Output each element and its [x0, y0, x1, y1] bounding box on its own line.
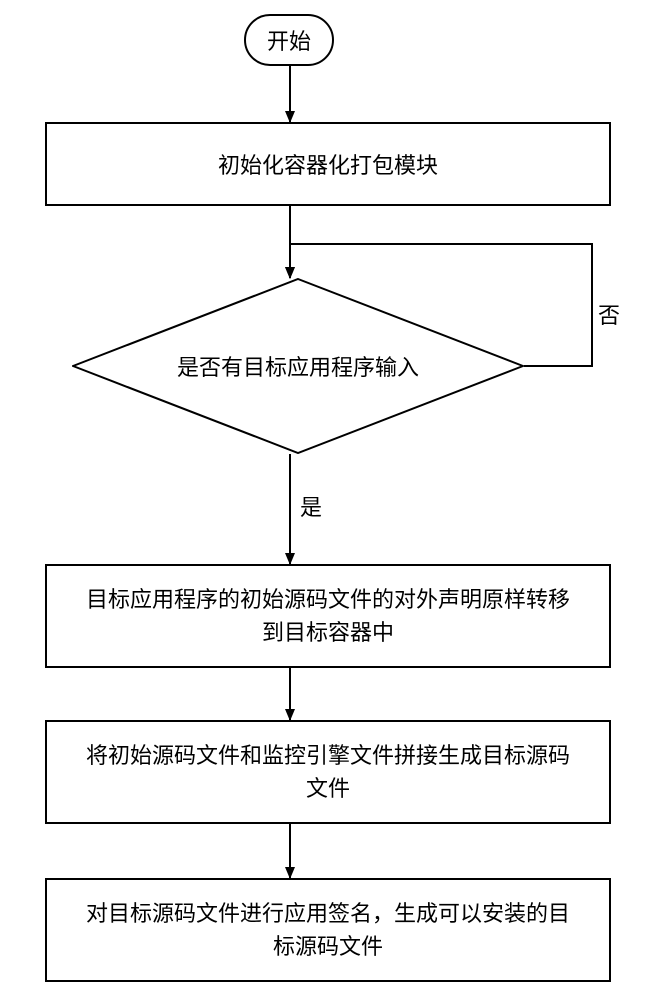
edge-label-no: 否	[598, 298, 620, 330]
node-concat: 将初始源码文件和监控引擎文件拼接生成目标源码 文件	[45, 720, 611, 824]
node-init-label: 初始化容器化打包模块	[218, 148, 438, 180]
node-sign: 对目标源码文件进行应用签名，生成可以安装的目 标源码文件	[45, 878, 611, 982]
node-init: 初始化容器化打包模块	[45, 122, 611, 206]
node-start: 开始	[244, 14, 334, 66]
node-decision-label: 是否有目标应用程序输入	[177, 350, 419, 382]
node-transfer-label: 目标应用程序的初始源码文件的对外声明原样转移 到目标容器中	[86, 583, 570, 649]
node-transfer: 目标应用程序的初始源码文件的对外声明原样转移 到目标容器中	[45, 564, 611, 668]
node-start-label: 开始	[267, 24, 311, 56]
flowchart-canvas: 开始 初始化容器化打包模块 是否有目标应用程序输入 目标应用程序的初始源码文件的…	[0, 0, 656, 1000]
node-decision: 是否有目标应用程序输入	[72, 278, 524, 454]
node-sign-label: 对目标源码文件进行应用签名，生成可以安装的目 标源码文件	[86, 897, 570, 963]
node-concat-label: 将初始源码文件和监控引擎文件拼接生成目标源码 文件	[86, 739, 570, 805]
edge-label-yes: 是	[300, 490, 322, 522]
